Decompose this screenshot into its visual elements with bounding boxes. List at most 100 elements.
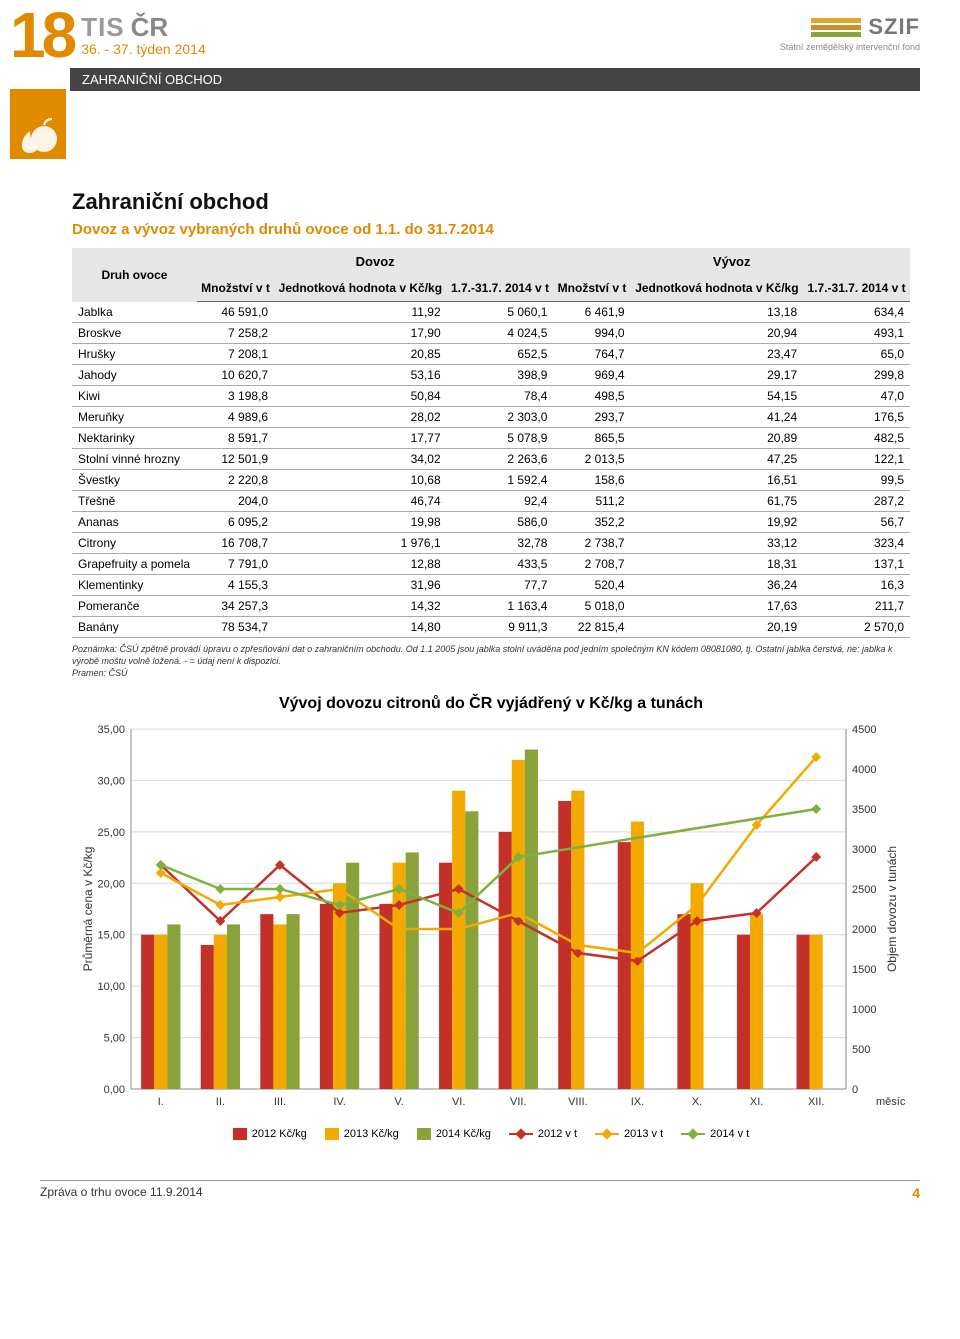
week-text: 36. - 37. týden 2014 xyxy=(81,41,206,57)
cell-value: 2 263,6 xyxy=(447,449,554,470)
cell-value: 352,2 xyxy=(553,512,630,533)
table-row: Meruňky4 989,628,022 303,0293,741,24176,… xyxy=(72,407,910,428)
cell-label: Stolní vinné hrozny xyxy=(72,449,197,470)
table-row: Švestky2 220,810,681 592,4158,616,5199,5 xyxy=(72,470,910,491)
cell-value: 41,24 xyxy=(631,407,804,428)
cell-value: 176,5 xyxy=(803,407,910,428)
cell-value: 20,89 xyxy=(631,428,804,449)
szif-bars-icon xyxy=(811,18,861,37)
cell-value: 7 791,0 xyxy=(197,554,274,575)
cell-value: 10,68 xyxy=(274,470,447,491)
cell-value: 511,2 xyxy=(553,491,630,512)
cell-value: 9 911,3 xyxy=(447,617,554,638)
cell-label: Hrušky xyxy=(72,344,197,365)
cell-value: 34,02 xyxy=(274,449,447,470)
table-row: Jablka46 591,011,925 060,16 461,913,1863… xyxy=(72,302,910,323)
svg-text:1500: 1500 xyxy=(852,964,876,976)
cell-value: 19,92 xyxy=(631,512,804,533)
svg-text:2000: 2000 xyxy=(852,924,876,936)
cell-value: 33,12 xyxy=(631,533,804,554)
cell-value: 994,0 xyxy=(553,323,630,344)
table-row: Třešně204,046,7492,4511,261,75287,2 xyxy=(72,491,910,512)
cell-value: 18,31 xyxy=(631,554,804,575)
cell-value: 23,47 xyxy=(631,344,804,365)
cell-value: 13,18 xyxy=(631,302,804,323)
legend-2012-line: 2012 v t xyxy=(509,1128,577,1140)
th-dovoz: Dovoz xyxy=(197,248,554,275)
cell-label: Grapefruity a pomela xyxy=(72,554,197,575)
section-bar: ZAHRANIČNÍ OBCHOD xyxy=(70,68,920,91)
svg-text:VI.: VI. xyxy=(452,1096,465,1108)
chart-title: Vývoj dovozu citronů do ČR vyjádřený v K… xyxy=(72,695,910,713)
th-period: 1.7.-31.7. 2014 v t xyxy=(803,275,910,302)
cell-label: Ananas xyxy=(72,512,197,533)
cell-value: 482,5 xyxy=(803,428,910,449)
cell-value: 865,5 xyxy=(553,428,630,449)
cell-value: 61,75 xyxy=(631,491,804,512)
th-druh: Druh ovoce xyxy=(72,248,197,302)
szif-logo: SZIF Státní zemědělský intervenční fond xyxy=(780,14,920,52)
cell-value: 20,19 xyxy=(631,617,804,638)
cell-value: 1 163,4 xyxy=(447,596,554,617)
chart-svg: 0,005,0010,0015,0020,0025,0030,0035,0005… xyxy=(76,719,906,1119)
table-row: Ananas6 095,219,98586,0352,219,9256,7 xyxy=(72,512,910,533)
svg-text:500: 500 xyxy=(852,1044,870,1056)
table-row: Hrušky7 208,120,85652,5764,723,4765,0 xyxy=(72,344,910,365)
cell-value: 20,85 xyxy=(274,344,447,365)
cell-value: 634,4 xyxy=(803,302,910,323)
cell-value: 287,2 xyxy=(803,491,910,512)
footer-text: Zpráva o trhu ovoce 11.9.2014 xyxy=(40,1185,203,1201)
cell-value: 764,7 xyxy=(553,344,630,365)
cell-value: 137,1 xyxy=(803,554,910,575)
svg-text:Průměrná cena v Kč/kg: Průměrná cena v Kč/kg xyxy=(81,847,95,972)
svg-text:VIII.: VIII. xyxy=(568,1096,588,1108)
cell-value: 46,74 xyxy=(274,491,447,512)
trade-table: Druh ovoce Dovoz Vývoz Množství v t Jedn… xyxy=(72,248,910,638)
cell-label: Kiwi xyxy=(72,386,197,407)
cell-value: 204,0 xyxy=(197,491,274,512)
cell-label: Jablka xyxy=(72,302,197,323)
table-note: Poznámka: ČSÚ zpětně provádí úpravu o zp… xyxy=(72,644,910,679)
legend-2014-bar: 2014 Kč/kg xyxy=(417,1128,491,1140)
cell-value: 8 591,7 xyxy=(197,428,274,449)
cell-value: 586,0 xyxy=(447,512,554,533)
cell-value: 5 060,1 xyxy=(447,302,554,323)
cell-label: Jahody xyxy=(72,365,197,386)
svg-text:V.: V. xyxy=(394,1096,403,1108)
page-title: Zahraniční obchod xyxy=(72,189,910,215)
cell-value: 14,32 xyxy=(274,596,447,617)
table-row: Broskve7 258,217,904 024,5994,020,94493,… xyxy=(72,323,910,344)
svg-text:0: 0 xyxy=(852,1084,858,1096)
cell-value: 4 989,6 xyxy=(197,407,274,428)
chart-container: 0,005,0010,0015,0020,0025,0030,0035,0005… xyxy=(76,719,906,1140)
svg-text:XII.: XII. xyxy=(808,1096,825,1108)
cell-value: 92,4 xyxy=(447,491,554,512)
cell-value: 77,7 xyxy=(447,575,554,596)
cell-value: 11,92 xyxy=(274,302,447,323)
table-row: Nektarinky8 591,717,775 078,9865,520,894… xyxy=(72,428,910,449)
svg-text:XI.: XI. xyxy=(750,1096,763,1108)
cell-value: 16,3 xyxy=(803,575,910,596)
svg-text:15,00: 15,00 xyxy=(97,930,125,942)
fruit-icon xyxy=(10,89,66,159)
table-row: Pomeranče34 257,314,321 163,45 018,017,6… xyxy=(72,596,910,617)
cell-value: 17,77 xyxy=(274,428,447,449)
cell-value: 3 198,8 xyxy=(197,386,274,407)
cell-value: 520,4 xyxy=(553,575,630,596)
cell-value: 398,9 xyxy=(447,365,554,386)
cell-value: 7 258,2 xyxy=(197,323,274,344)
cell-value: 14,80 xyxy=(274,617,447,638)
cell-value: 323,4 xyxy=(803,533,910,554)
cell-value: 211,7 xyxy=(803,596,910,617)
cell-value: 19,98 xyxy=(274,512,447,533)
svg-text:25,00: 25,00 xyxy=(97,827,125,839)
footer-page-number: 4 xyxy=(912,1185,920,1201)
cell-value: 78 534,7 xyxy=(197,617,274,638)
table-row: Grapefruity a pomela7 791,012,88433,52 7… xyxy=(72,554,910,575)
svg-text:2500: 2500 xyxy=(852,884,876,896)
cell-value: 1 976,1 xyxy=(274,533,447,554)
cell-value: 122,1 xyxy=(803,449,910,470)
cell-value: 12 501,9 xyxy=(197,449,274,470)
svg-text:5,00: 5,00 xyxy=(104,1033,125,1045)
cell-value: 50,84 xyxy=(274,386,447,407)
